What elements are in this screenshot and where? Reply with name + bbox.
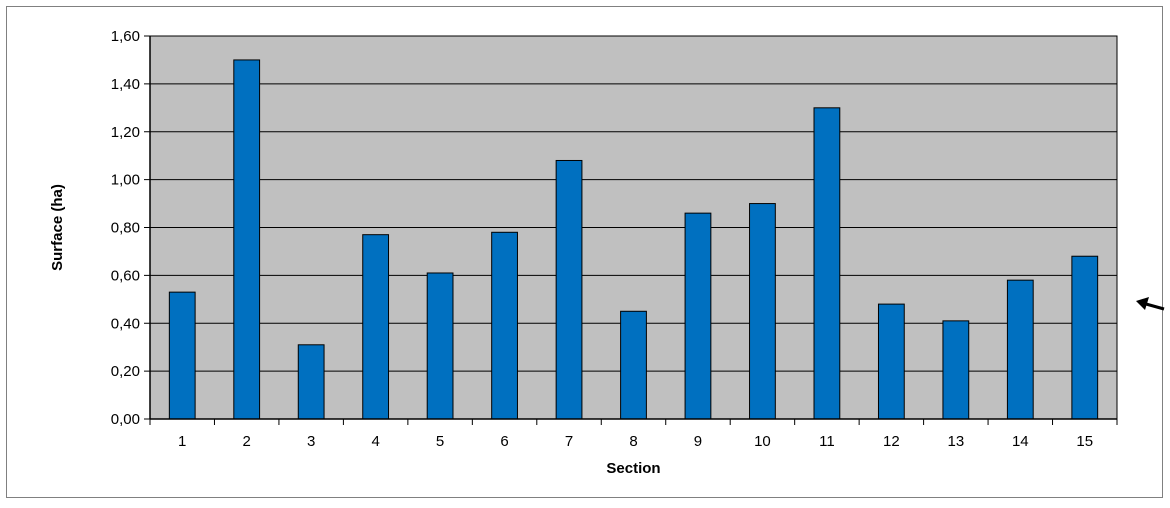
x-tick-label: 13 [947,433,964,450]
y-tick-label: 1,20 [111,124,140,141]
bar [426,272,454,420]
x-tick-label: 4 [371,433,379,450]
bar [749,203,776,420]
y-tick-label: 0,20 [111,363,140,380]
bar [491,231,518,420]
bar [1071,255,1099,420]
y-tick-label: 1,60 [111,28,140,45]
bar [362,234,390,420]
x-tick-label: 8 [629,433,637,450]
y-tick-label: 0,60 [111,267,140,284]
bar [168,291,196,420]
bar [813,107,841,420]
x-tick-label: 2 [243,433,251,450]
bar [233,59,261,420]
x-tick-label: 10 [754,433,771,450]
y-axis-title: Surface (ha) [49,184,66,271]
y-tick-label: 1,40 [111,76,140,93]
bars [168,59,1099,420]
bar [877,303,905,420]
x-tick-labels: 1 2 3 4 5 6 7 8 9 10 11 12 13 14 15 [178,433,1093,450]
bar [684,212,712,420]
x-tick-label: 7 [565,433,573,450]
gridlines [150,35,1117,372]
x-tick-label: 12 [883,433,900,450]
y-tick-label: 0,40 [111,315,140,332]
x-tick-label: 9 [694,433,702,450]
x-tick-label: 5 [436,433,444,450]
x-tick-label: 3 [307,433,315,450]
y-tick-label: 0,80 [111,220,140,237]
bar [1006,279,1034,420]
y-tick-labels: 0,00 0,20 0,40 0,60 0,80 1,00 1,20 1,40 1,60 [111,28,140,428]
axes [144,35,1118,425]
x-axis-title: Section [606,460,660,477]
x-tick-label: 11 [819,433,835,450]
bar [942,320,970,420]
bar [555,159,583,420]
x-tick-label: 1 [178,433,186,450]
x-tick-label: 14 [1012,433,1029,450]
y-tick-label: 1,00 [111,172,140,189]
x-tick-label: 15 [1076,433,1093,450]
bar [620,310,647,420]
arrow-icon [1136,297,1165,311]
bar [297,344,325,420]
x-tick-label: 6 [500,433,508,450]
y-tick-label: 0,00 [111,411,140,428]
